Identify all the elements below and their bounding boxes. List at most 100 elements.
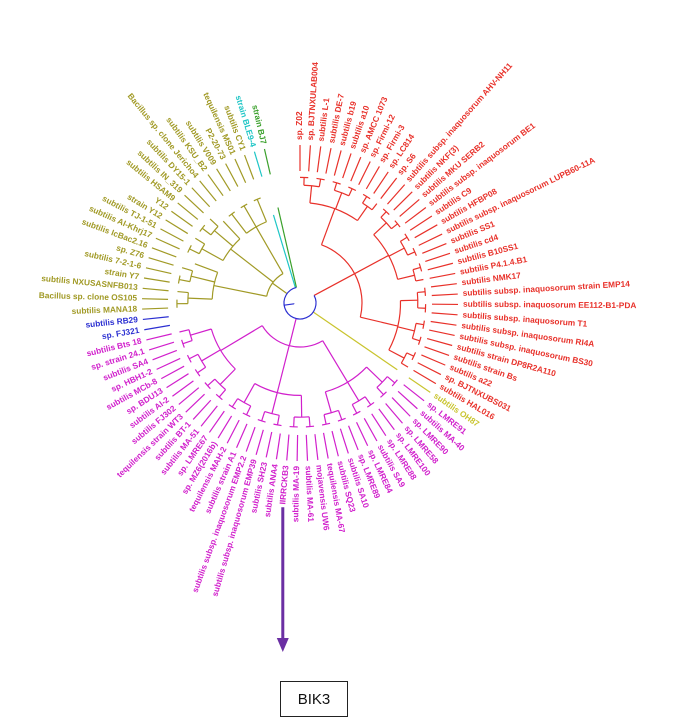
tree-branch-stem	[362, 196, 368, 204]
tree-leaf-branch	[339, 428, 349, 454]
tree-branch-stem	[324, 391, 332, 413]
tree-branch-stem	[388, 349, 405, 359]
tree-branch-stem	[181, 267, 193, 272]
tree-branch-stem	[213, 230, 234, 247]
tree-leaf-branch	[160, 228, 184, 242]
tree-branch-stem	[197, 366, 206, 374]
tree-leaf-branch	[414, 224, 438, 239]
tree-leaf-branch	[145, 267, 172, 275]
tree-branch-stem	[188, 353, 199, 360]
tree-leaf-branch	[391, 397, 411, 417]
tree-leaf-branch	[263, 148, 271, 175]
tree-leaf-branch	[253, 151, 263, 177]
tree-branch-stem	[412, 266, 421, 271]
tree-leaf-branch	[152, 349, 178, 361]
tree-branch-stem	[276, 345, 290, 393]
tree-branch-stem	[323, 414, 327, 425]
tree-branch-stem	[322, 340, 349, 383]
tree-branch-stem	[222, 220, 241, 240]
tree-leaf-branch	[185, 393, 205, 413]
tree-leaf-branch	[148, 341, 175, 351]
tree-leaf-branch	[243, 154, 255, 180]
tree-branch-stem	[391, 223, 398, 230]
tree-branch-stem	[401, 362, 409, 368]
tree-clade-stem	[313, 273, 355, 296]
tree-branch-stem	[245, 405, 252, 416]
tree-leaf-branch	[386, 184, 406, 205]
tree-branch-stem	[201, 349, 221, 362]
leaf-label-subtilis-mana18: subtilis MANA18	[71, 303, 137, 316]
tree-branch-stem	[354, 254, 389, 275]
tree-branch-arc	[376, 376, 388, 388]
tree-leaf-branch	[305, 434, 309, 461]
tree-branch-arc	[253, 197, 261, 202]
tree-branch-stem	[412, 337, 420, 342]
tree-branch-stem	[201, 248, 224, 262]
tree-leaf-branch	[144, 324, 171, 331]
tree-leaf-branch	[225, 163, 239, 187]
tree-branch-arc	[211, 272, 219, 300]
tree-leaf-branch	[363, 418, 378, 442]
tree-branch-stem	[179, 278, 191, 283]
tree-branch-stem	[318, 178, 322, 187]
tree-leaf-branch	[331, 430, 339, 457]
tree-leaf-branch	[355, 422, 369, 447]
tree-branch-arc	[412, 247, 417, 256]
tree-branch-stem	[243, 205, 257, 228]
tree-branch-stem	[356, 206, 368, 221]
tree-leaf-branch	[142, 287, 169, 292]
tree-branch-stem	[194, 263, 218, 273]
tree-leaf-branch	[255, 429, 264, 455]
tree-branch-arc	[337, 417, 346, 422]
tree-branch-stem	[218, 389, 227, 398]
tree-branch-stem	[397, 274, 415, 280]
tree-branch-arc	[197, 354, 207, 368]
tree-leaf-branch	[424, 346, 450, 356]
tree-branches	[142, 145, 458, 461]
leaf-label-subtilis-ma-61: subtilis MA-61	[304, 466, 317, 523]
tree-leaf-branch	[342, 153, 352, 179]
tree-leaf-branch	[234, 158, 247, 183]
tree-branch-stem	[397, 326, 415, 332]
tree-leaf-branch	[142, 316, 169, 321]
tree-branch-stem	[308, 416, 311, 427]
tree-leaf-branch	[427, 262, 454, 271]
tree-branch-arc	[222, 238, 241, 261]
tree-leaf-branch	[358, 161, 371, 186]
tree-branch-stem	[376, 387, 384, 396]
tree-branch-stem	[177, 290, 189, 294]
tree-leaf-branch	[200, 405, 218, 427]
tree-leaf-branch	[397, 390, 418, 410]
tree-branch-stem	[230, 248, 274, 283]
highlight-callout-label: BIK3	[297, 690, 331, 708]
tree-leaf-branch	[350, 156, 362, 182]
tree-branch-stem	[293, 417, 295, 427]
tree-leaf-branch	[226, 419, 240, 444]
tree-leaf-branch	[373, 171, 389, 194]
tree-leaf-branch	[161, 365, 185, 380]
tree-branch-stem	[360, 316, 398, 327]
tree-leaf-branch	[378, 408, 395, 431]
tree-leaf-branch	[142, 298, 169, 300]
tree-branch-stem	[256, 199, 268, 222]
tree-branch-stem	[220, 325, 263, 352]
tree-branch-stem	[366, 366, 383, 383]
tree-leaf-branch	[325, 147, 332, 174]
tree-leaf-branch	[422, 242, 447, 254]
tree-branch-arc	[362, 193, 371, 200]
tree-branch-arc	[400, 352, 408, 364]
tree-branch-arc	[316, 177, 325, 181]
tree-leaf-branch	[365, 166, 380, 190]
tree-branch-stem	[364, 396, 372, 406]
tree-branch-stem	[415, 322, 424, 326]
leaf-label-subtilis-subsp-inaquosorum-ee112-b1-pda: subtilis subsp. inaquosorum EE112-B1-PDA	[463, 299, 636, 311]
tree-clade-stem	[288, 318, 297, 346]
tree-branch-stem	[333, 182, 338, 191]
tree-leaf-branch	[314, 434, 319, 461]
tree-leaf-branch	[184, 194, 204, 214]
tree-leaf-branch	[408, 377, 431, 393]
tree-leaf-branch	[199, 180, 217, 202]
tree-leaf-branch	[165, 219, 189, 235]
tree-branch-stem	[380, 211, 387, 218]
tree-branch-stem	[207, 378, 216, 387]
